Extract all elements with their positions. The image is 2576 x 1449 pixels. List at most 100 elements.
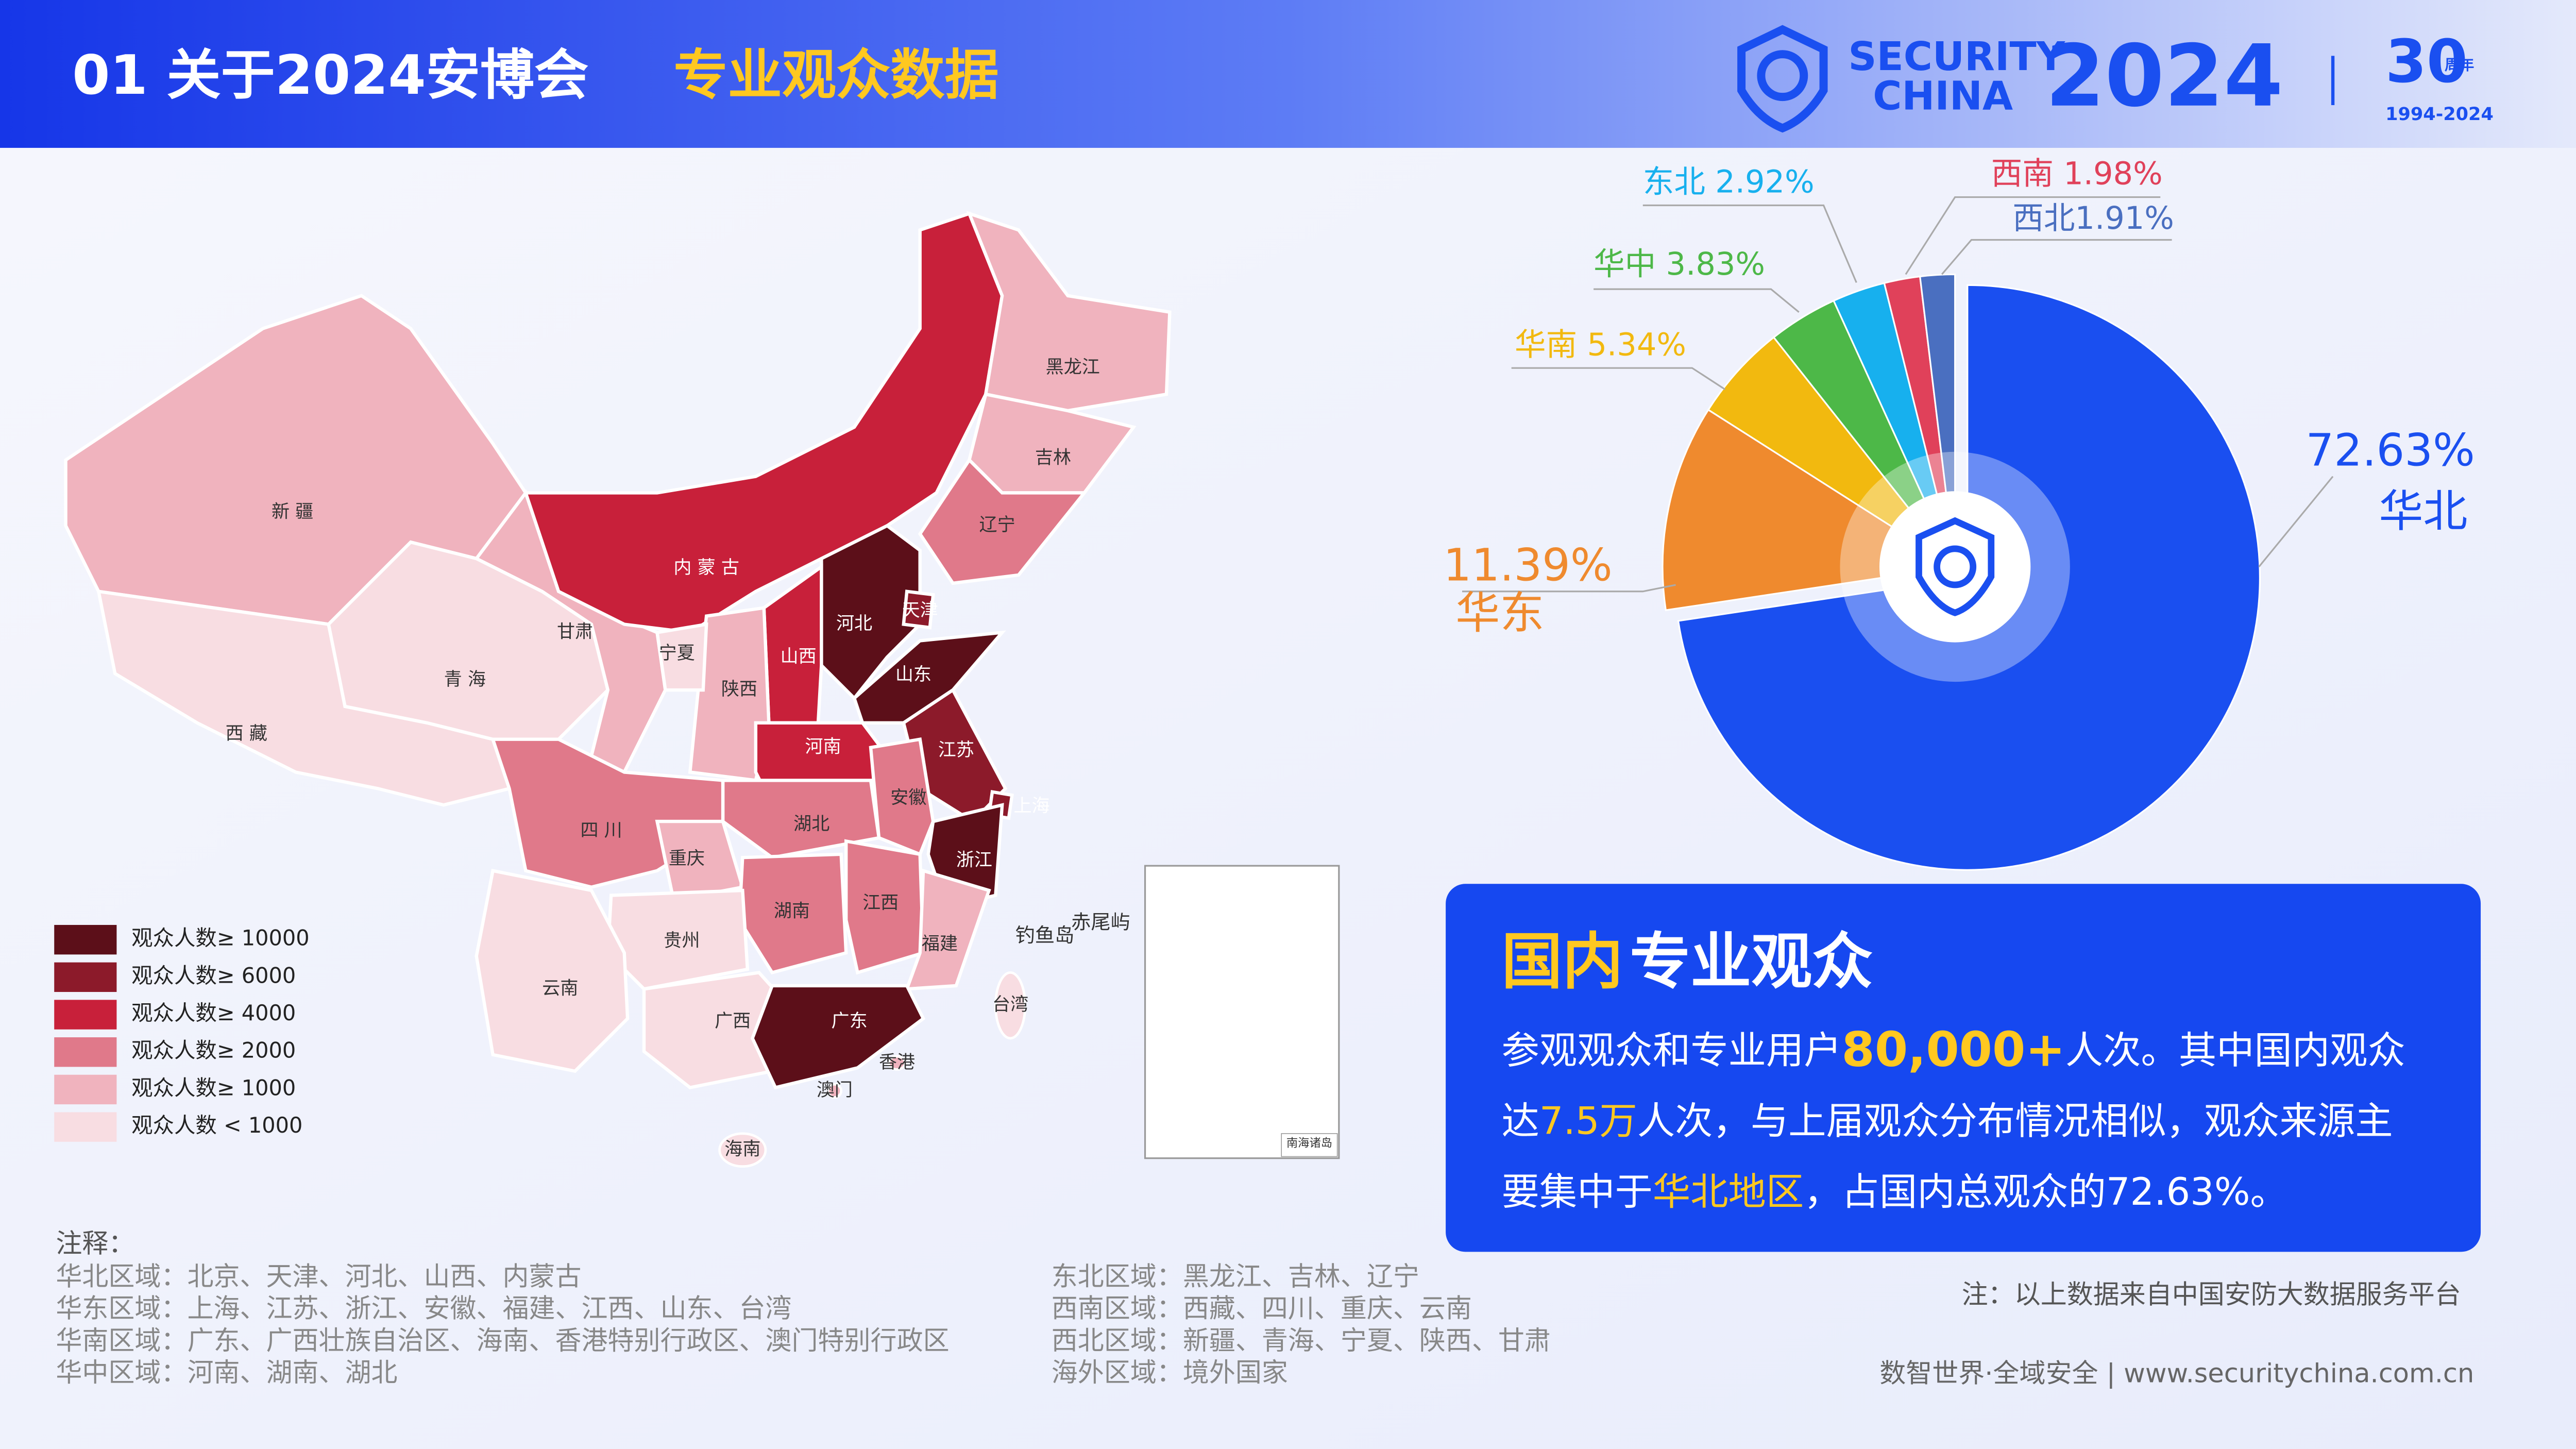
leader-line [2258,476,2334,567]
province-label: 广西 [715,1010,751,1032]
paragraph-line: 参观观众和专业用户80,000+人次。其中国内观众 [1502,1022,2405,1077]
brand-logo: SECURITY CHINA 2024 30 周年 1994-2024 [1737,25,2494,133]
island-label: 钓鱼岛 [1015,924,1075,947]
province [655,622,708,692]
note-line: 西南区域：西藏、四川、重庆、云南 [1052,1294,1472,1324]
province-label: 湖南 [774,900,810,921]
anniversary-years: 1994-2024 [2385,104,2494,125]
province-label: 天津 [902,600,938,621]
province-label: 山东 [895,664,931,685]
header-subtitle: 专业观众数据 [673,43,998,107]
province-label: 澳门 [817,1080,853,1101]
legend-label: 观众人数≥ 2000 [131,1038,296,1063]
legend-label: 观众人数≥ 4000 [131,1001,296,1025]
legend-swatch [54,1112,117,1142]
note-line: 华北区域：北京、天津、河北、山西、内蒙古 [56,1261,581,1292]
paragraph-line: 要集中于华北地区，占国内总观众的72.63%。 [1502,1170,2288,1214]
header-title: 01 关于2024安博会 [72,43,588,107]
province-label: 安徽 [890,787,926,808]
brand-year: 2024 [2045,27,2283,126]
pie-hub [1879,491,2031,643]
legend-swatch [54,1000,117,1030]
text-segment: 达 [1502,1100,1539,1143]
province-label: 浙江 [956,850,992,871]
text-segment: ，占国内总观众的72.63%。 [1804,1170,2288,1214]
province-label: 河南 [805,736,841,757]
province-label: 云南 [542,978,578,999]
note-line: 华东区域：上海、江苏、浙江、安徽、福建、江西、山东、台湾 [56,1294,791,1324]
brand-line1: SECURITY [1848,34,2065,80]
box-title-highlight: 国内 [1502,926,1623,997]
province-label: 香港 [879,1052,915,1073]
island-label: 赤尾屿 [1071,911,1130,934]
value-label: 11.39% [1443,540,1612,592]
note-line: 华南区域：广东、广西壮族自治区、海南、香港特别行政区、澳门特别行政区 [56,1326,949,1356]
leader-line [1511,367,1726,390]
province-label: 青 海 [444,669,486,690]
header-band [0,0,2576,148]
value-label: 华中 3.83% [1594,246,1765,282]
hub-logo [1916,517,1995,616]
province-label: 黑龙江 [1046,357,1100,378]
source-note: 注：以上数据来自中国安防大数据服务平台 [1962,1279,2461,1310]
province-label: 江西 [862,892,899,914]
anniversary: 30 [2385,27,2468,96]
value-label: 72.63% [2306,425,2475,476]
province-label: 贵州 [664,930,700,951]
province-label: 上海 [1013,795,1049,816]
province-label: 甘肃 [557,621,593,642]
value-label: 西北1.91% [2012,200,2174,237]
brand-line2: CHINA [1873,73,2013,119]
province-label: 广东 [832,1010,868,1032]
text-segment: 人次。其中国内观众 [2065,1029,2405,1073]
note-line: 海外区域：境外国家 [1052,1358,1288,1388]
legend-label: 观众人数≥ 1000 [131,1075,296,1100]
province [904,868,991,991]
notes-title: 注释： [56,1229,134,1259]
legend-swatch [54,962,117,992]
province [718,1132,767,1168]
province-label: 重庆 [669,848,705,869]
province-label: 新 疆 [272,501,313,523]
province-label: 福建 [922,933,958,954]
leader-line [1905,196,2161,275]
province-label: 河北 [836,613,872,634]
text-segment: 华北地区 [1653,1170,1804,1214]
text-segment: 7.5万 [1539,1100,1637,1143]
province-label: 山西 [781,646,817,667]
province [751,984,926,1090]
shield-ring [1757,50,1808,102]
province [820,524,922,701]
slogan: 数智世界·全域安全 | www.securitychina.com.cn [1879,1359,2474,1389]
anniversary-badge: 周年 [2445,56,2474,74]
province-label: 台湾 [992,994,1028,1015]
value-label: 西南 1.98% [1991,156,2163,192]
province [994,971,1027,1040]
text-segment: 要集中于 [1502,1170,1653,1214]
province-label: 四 川 [580,820,622,841]
leader-line [1941,239,2172,275]
province [966,211,1172,413]
pie-slice [1707,336,1956,568]
province [918,457,1088,585]
legend-swatch [54,924,117,955]
note-line: 西北区域：新疆、青海、宁夏、陕西、甘肃 [1052,1326,1551,1356]
province-label: 海南 [724,1139,760,1160]
province-label: 吉林 [1035,447,1071,468]
legend-swatch [54,1037,117,1067]
shield-icon [1737,25,1828,133]
province-label: 湖北 [793,813,829,834]
legend-swatch [54,1074,117,1105]
value-label: 华南 5.34% [1515,327,1686,363]
province-label: 辽宁 [979,514,1015,535]
hub-logo-ring [1934,545,1977,588]
province-label: 西 藏 [226,723,267,744]
inset-frame [1144,865,1340,1159]
category-label: 华东 [1455,587,1544,639]
province [902,589,935,630]
province-label: 宁夏 [659,643,695,664]
text-segment: 人次，与上届观众分布情况相似，观众来源主 [1637,1100,2393,1143]
